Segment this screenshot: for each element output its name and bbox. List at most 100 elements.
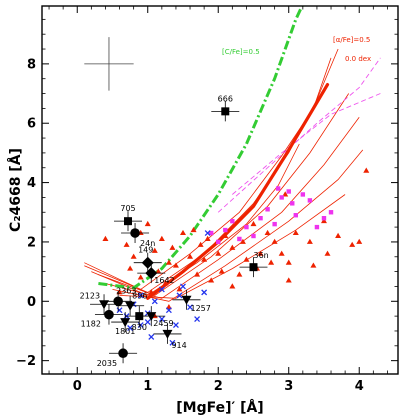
red-triangle-point — [197, 241, 204, 247]
point-id-label: 36n — [253, 251, 268, 260]
blue-cross-point — [204, 230, 211, 236]
point-id-label: 705 — [120, 204, 135, 213]
red-model-thin-line — [98, 93, 350, 296]
red-triangle-point — [285, 277, 292, 283]
red-triangle-point — [335, 232, 342, 238]
magenta-square-point — [216, 239, 221, 245]
red-triangle-point — [271, 238, 278, 244]
x-tick-label: 0 — [73, 379, 82, 394]
point-id-label: 1801 — [115, 327, 135, 336]
y-tick-label: −2 — [16, 354, 36, 369]
point-id-label: 1257 — [191, 304, 211, 313]
x-tick-label: 2 — [214, 379, 223, 394]
labeled-point-square — [124, 217, 133, 226]
y-tick-label: 0 — [27, 295, 36, 310]
red-model-thin-line — [105, 117, 360, 299]
red-triangle-point — [257, 250, 264, 256]
blue-cross-point — [176, 292, 183, 299]
y-tick-label: 8 — [27, 57, 36, 72]
green-model-annotation: [C/Fe]=0.5 — [222, 48, 260, 56]
point-id-label: 1182 — [81, 320, 101, 329]
magenta-square-point — [251, 233, 256, 239]
y-tick-label: 2 — [27, 235, 36, 250]
red-triangle-point — [162, 280, 169, 286]
red-triangle-point — [250, 220, 257, 227]
red-triangle-point — [130, 253, 137, 259]
red-triangle-point — [176, 286, 183, 292]
red-triangle-point — [292, 229, 299, 236]
labeled-point-triangle — [120, 318, 131, 328]
magenta-square-point — [265, 207, 270, 212]
magenta-square-point — [208, 230, 214, 236]
blue-cross-point — [201, 289, 208, 296]
magenta-square-point — [258, 215, 263, 221]
red-triangle-point — [310, 262, 317, 268]
red-triangle-point — [158, 235, 165, 241]
point-id-label: 2035 — [97, 359, 117, 368]
red-triangle-point — [236, 271, 243, 277]
labeled-point-circle — [118, 348, 128, 359]
red-triangle-point — [268, 259, 275, 265]
red-model-subannotation: 0.0 dex — [345, 55, 371, 63]
magenta-square-point — [321, 215, 327, 221]
point-id-label: 24n — [140, 239, 155, 248]
labeled-point-circle — [104, 309, 114, 320]
blue-cross-point — [144, 319, 151, 326]
pink-model-dashed-line — [217, 57, 381, 213]
red-triangle-point — [306, 238, 313, 244]
magenta-square-point — [275, 186, 281, 191]
red-triangle-point — [239, 238, 246, 244]
blue-cross-point — [151, 298, 158, 305]
blue-cross-point — [158, 286, 165, 293]
labeled-point-circle — [130, 228, 140, 238]
labeled-point-circle — [113, 296, 123, 307]
magenta-square-point — [293, 213, 298, 218]
point-id-label: 896 — [132, 292, 147, 301]
red-triangle-point — [201, 256, 208, 262]
labeled-point-triangle — [146, 312, 157, 322]
y-tick-label: 4 — [27, 176, 36, 191]
red-triangle-point — [187, 253, 194, 259]
red-triangle-point — [215, 250, 222, 256]
red-triangle-point — [169, 244, 176, 250]
blue-cross-point — [172, 322, 179, 328]
point-id-label: 2363 — [116, 286, 136, 295]
red-triangle-point — [102, 235, 109, 241]
magenta-square-point — [223, 227, 228, 233]
x-tick-label: 1 — [143, 379, 152, 394]
red-triangle-point — [356, 238, 363, 244]
labeled-point-triangle — [125, 301, 136, 311]
red-triangle-point — [218, 268, 225, 274]
red-triangle-point — [320, 217, 327, 224]
red-model-thin-line — [91, 143, 300, 296]
point-id-label: 830 — [132, 323, 147, 332]
y-axis-title: C₂4668 [Å] — [7, 148, 24, 232]
red-triangle-point — [278, 250, 285, 256]
green-model-line — [98, 6, 304, 290]
red-triangle-point — [363, 167, 370, 173]
magenta-square-point — [237, 236, 242, 242]
magenta-square-point — [328, 210, 334, 215]
red-triangle-point — [144, 220, 151, 227]
red-triangle-point — [282, 191, 289, 197]
magenta-square-point — [307, 198, 313, 203]
labeled-point-diamond — [141, 256, 154, 269]
magenta-square-point — [230, 218, 235, 224]
pink-model-dashed-line — [232, 93, 381, 195]
blue-cross-point — [194, 316, 201, 323]
blue-cross-point — [165, 307, 172, 314]
labeled-point-triangle — [162, 329, 173, 339]
red-triangle-point — [127, 265, 134, 271]
labeled-point-diamond — [145, 267, 158, 280]
blue-cross-point — [169, 339, 176, 346]
magenta-square-point — [279, 195, 284, 200]
plot-area — [84, 6, 381, 346]
point-id-label: 149 — [138, 246, 153, 255]
red-model-thin-line — [119, 194, 346, 299]
magenta-square-point — [272, 221, 277, 227]
blue-cross-point — [187, 304, 193, 311]
red-triangle-point — [148, 289, 155, 295]
x-tick-label: 4 — [355, 379, 364, 394]
